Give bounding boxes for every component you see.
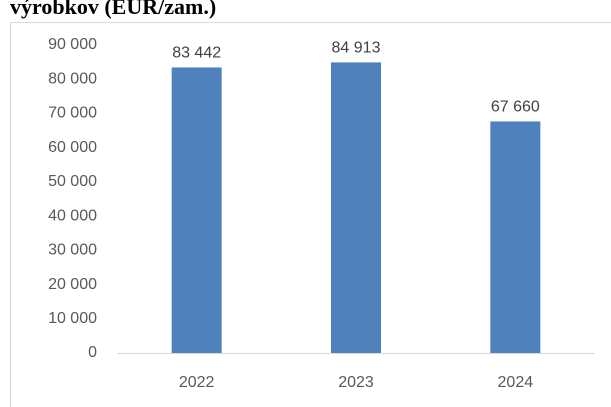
x-tick-label: 2023 [338, 374, 374, 391]
data-label: 84 913 [332, 39, 381, 56]
y-tick-label: 80 000 [48, 70, 97, 87]
y-tick-label: 50 000 [48, 173, 97, 190]
y-tick-label: 90 000 [48, 36, 97, 53]
bar [171, 67, 222, 353]
y-tick-label: 40 000 [48, 207, 97, 224]
chart-border [10, 22, 611, 407]
bar [490, 121, 541, 353]
data-label: 83 442 [172, 44, 221, 61]
x-tick-label: 2022 [179, 374, 215, 391]
bar [331, 62, 381, 353]
chart-title: výrobkov (EUR/zam.) [10, 0, 216, 19]
y-tick-label: 60 000 [48, 139, 97, 156]
data-label: 67 660 [491, 98, 540, 115]
y-tick-label: 70 000 [48, 105, 97, 122]
x-tick-label: 2024 [498, 374, 534, 391]
y-tick-label: 20 000 [48, 276, 97, 293]
y-tick-label: 30 000 [48, 242, 97, 259]
y-tick-label: 10 000 [48, 310, 97, 327]
y-tick-label: 0 [88, 344, 97, 361]
